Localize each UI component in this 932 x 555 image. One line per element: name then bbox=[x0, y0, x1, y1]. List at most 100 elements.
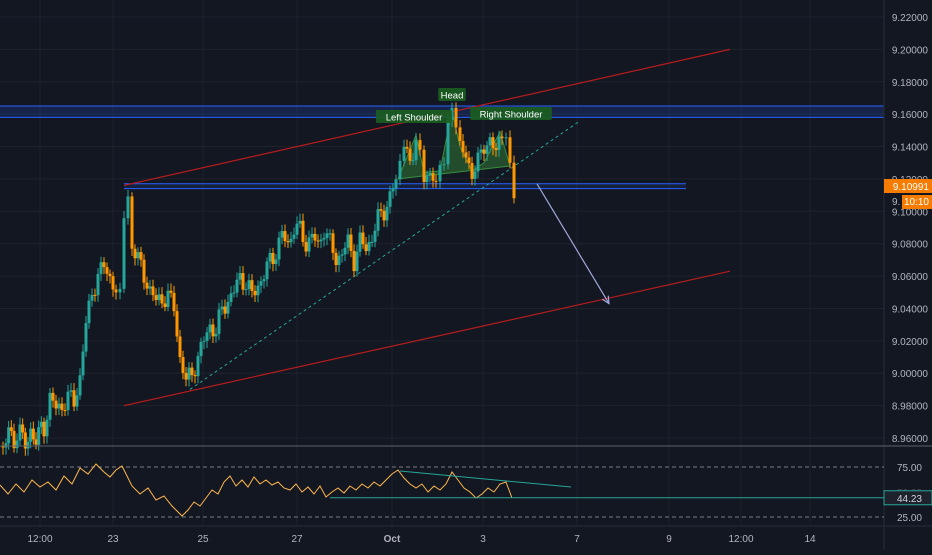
candle-up bbox=[26, 441, 30, 449]
candle-down bbox=[51, 392, 55, 401]
candle-down bbox=[352, 250, 356, 272]
candle-down bbox=[418, 140, 422, 150]
price-tick-label: 9.20000 bbox=[892, 45, 929, 56]
candle-down bbox=[405, 146, 409, 149]
channel-lower-line[interactable] bbox=[123, 270, 731, 407]
price-tick-label: 9.06000 bbox=[892, 272, 929, 283]
candle-up bbox=[90, 294, 94, 301]
candle-up bbox=[442, 164, 446, 166]
candle-down bbox=[382, 210, 386, 221]
candle-up bbox=[75, 395, 79, 407]
candle-up bbox=[69, 390, 73, 392]
candle-up bbox=[217, 309, 221, 334]
candle-down bbox=[130, 196, 134, 249]
candle-up bbox=[328, 233, 332, 235]
candle-down bbox=[500, 136, 504, 139]
candle-up bbox=[488, 137, 492, 146]
candle-up bbox=[319, 239, 323, 242]
candle-up bbox=[87, 300, 91, 324]
candle-up bbox=[136, 252, 140, 259]
time-tick-label: 3 bbox=[480, 534, 486, 545]
price-badges: 9.10991 9. 10:10 44.23 bbox=[883, 179, 932, 506]
candle-up bbox=[99, 262, 103, 275]
candle-down bbox=[434, 180, 438, 182]
label-left-shoulder: Left Shoulder bbox=[375, 110, 453, 124]
candle-down bbox=[181, 357, 185, 373]
candle-up bbox=[122, 218, 126, 289]
candle-down bbox=[464, 152, 468, 158]
candle-up bbox=[446, 119, 450, 165]
candle-up bbox=[411, 160, 415, 162]
price-tick-label: 8.96000 bbox=[892, 434, 929, 445]
candle-up bbox=[476, 152, 480, 172]
candle-up bbox=[280, 231, 284, 238]
label-left-shoulder-text: Left Shoulder bbox=[386, 113, 443, 124]
candle-up bbox=[388, 191, 392, 207]
rsi-value-text: 44.23 bbox=[897, 494, 922, 505]
candle-up bbox=[96, 274, 100, 296]
candle-up bbox=[39, 421, 43, 428]
candle-down bbox=[250, 280, 254, 291]
label-right-shoulder: Right Shoulder bbox=[470, 107, 552, 121]
label-head-text: Head bbox=[441, 91, 464, 102]
candle-up bbox=[244, 289, 248, 291]
countdown-text: 10:10 bbox=[904, 197, 929, 208]
candle-up bbox=[265, 261, 269, 280]
candle-up bbox=[425, 175, 429, 183]
candle-down bbox=[184, 372, 188, 380]
candle-down bbox=[142, 259, 146, 283]
candle-up bbox=[229, 293, 233, 302]
price-axis[interactable]: 9.220009.200009.180009.160009.140009.120… bbox=[892, 13, 929, 445]
price-tick-label: 9.18000 bbox=[892, 78, 929, 89]
candle-down bbox=[241, 273, 245, 290]
head-shoulders-pattern bbox=[397, 110, 511, 180]
candle-down bbox=[313, 233, 317, 241]
candle-up bbox=[298, 220, 302, 224]
candle-up bbox=[337, 255, 341, 266]
candle-down bbox=[431, 173, 435, 181]
candle-up bbox=[84, 323, 88, 352]
candle-up bbox=[438, 164, 442, 182]
candle-down bbox=[178, 336, 182, 358]
candle-down bbox=[151, 286, 155, 296]
candle-up bbox=[247, 280, 251, 290]
candle-up bbox=[473, 171, 477, 179]
candle-down bbox=[286, 241, 290, 243]
rsi-line bbox=[0, 463, 513, 517]
candle-up bbox=[126, 196, 130, 219]
price-tick-label: 9.00000 bbox=[892, 369, 929, 380]
candle-up bbox=[355, 251, 359, 272]
last-price-badge bbox=[884, 179, 932, 193]
price-tick-label: 9.10000 bbox=[892, 207, 929, 218]
candle-up bbox=[367, 242, 371, 252]
candle-down bbox=[461, 141, 465, 153]
label-right-shoulder-bg bbox=[470, 107, 552, 120]
candle-down bbox=[9, 427, 13, 431]
label-head-bg bbox=[438, 88, 466, 101]
candle-up bbox=[118, 288, 122, 293]
rsi-trendline[interactable] bbox=[399, 470, 572, 488]
projection-arrow-line[interactable] bbox=[536, 183, 610, 304]
candle-down bbox=[211, 324, 215, 337]
candle-down bbox=[349, 234, 353, 251]
candle-down bbox=[408, 148, 412, 161]
candle-down bbox=[105, 267, 109, 274]
candle-down bbox=[271, 252, 275, 265]
candle-up bbox=[220, 306, 224, 310]
candle-down bbox=[54, 400, 58, 409]
candle-down bbox=[72, 390, 76, 407]
candle-down bbox=[172, 292, 176, 312]
candle-down bbox=[334, 252, 338, 266]
candle-up bbox=[274, 259, 278, 265]
time-axis[interactable]: 12:00 23 25 27 Oct 3 7 9 12:00 14 bbox=[27, 534, 816, 545]
rsi-value-badge bbox=[883, 490, 932, 506]
grid bbox=[0, 0, 884, 526]
candle-up bbox=[343, 247, 347, 255]
time-tick-label: 9 bbox=[666, 534, 672, 545]
candle-down bbox=[331, 233, 335, 253]
candle-up bbox=[48, 392, 52, 420]
time-tick-label: 14 bbox=[804, 534, 816, 545]
candle-up bbox=[268, 252, 272, 262]
